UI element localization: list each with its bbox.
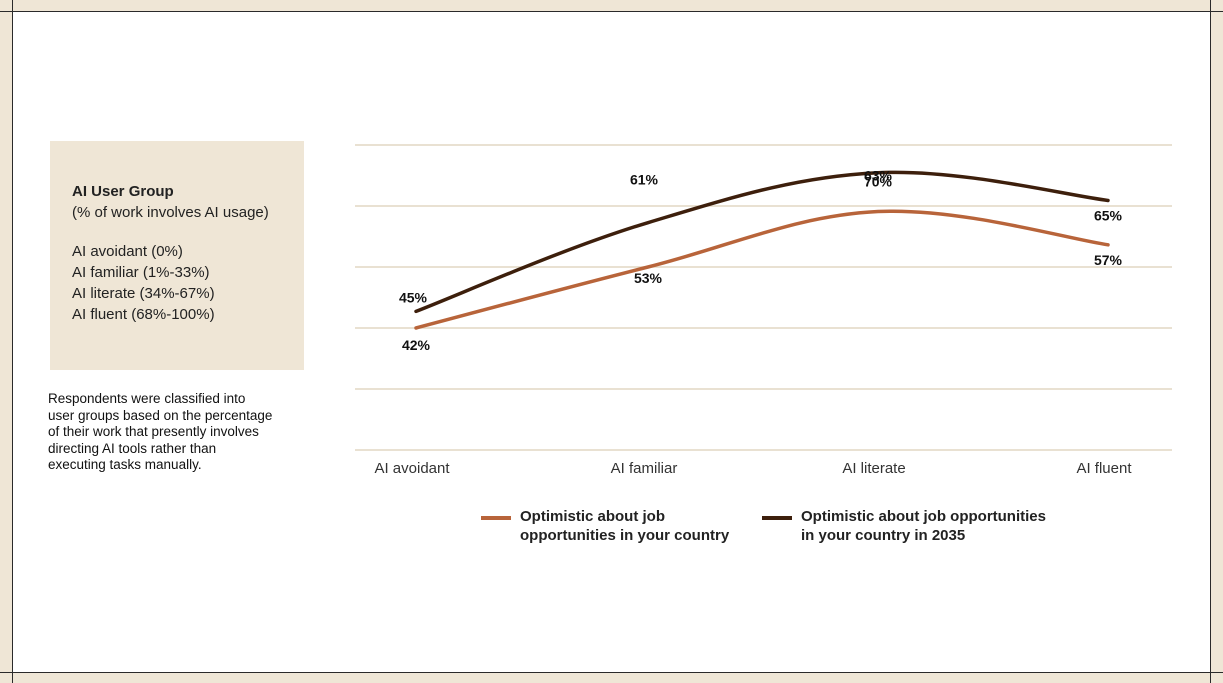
ai-user-group-title: AI User Group — [72, 183, 174, 200]
note-line: user groups based on the percentage — [48, 407, 273, 423]
data-label: 42% — [402, 337, 431, 353]
series-line-2035 — [414, 170, 1110, 314]
legend-label-line: Optimistic about job — [520, 508, 665, 525]
group-item-familiar: AI familiar (1%-33%) — [72, 264, 210, 281]
group-item-fluent: AI fluent (68%-100%) — [72, 306, 215, 323]
legend-item-2035: Optimistic about job opportunities in yo… — [762, 507, 1046, 545]
x-tick-label: AI familiar — [611, 460, 678, 477]
legend-item-current: Optimistic about job opportunities in yo… — [481, 507, 729, 545]
legend-label-line: opportunities in your country — [520, 527, 730, 544]
note-line: of their work that presently involves — [48, 424, 259, 439]
legend-label-current: Optimistic about job opportunities in yo… — [520, 507, 729, 545]
data-label: 53% — [634, 270, 663, 286]
ai-user-group-subtitle: (% of work involves AI usage) — [72, 204, 269, 221]
data-label: 65% — [1094, 207, 1123, 223]
ai-user-group-box: AI User Group (% of work involves AI usa… — [50, 141, 304, 370]
legend-label-line: Optimistic about job opportunities — [801, 508, 1046, 525]
legend-swatch-current — [481, 516, 511, 520]
data-label: 61% — [630, 172, 659, 188]
note-line: directing AI tools rather than — [48, 440, 217, 456]
data-label: 57% — [1094, 252, 1123, 268]
group-item-avoidant: AI avoidant (0%) — [72, 243, 183, 260]
group-item-literate: AI literate (34%-67%) — [72, 285, 215, 302]
data-label: 63% — [864, 168, 893, 184]
series-line-current — [414, 209, 1110, 330]
legend-label-2035: Optimistic about job opportunities in yo… — [801, 507, 1046, 545]
frame-left-line — [12, 0, 13, 683]
legend-label-line: in your country in 2035 — [801, 527, 966, 544]
x-tick-label: AI literate — [842, 460, 905, 477]
frame-top-line — [0, 11, 1223, 12]
legend-swatch-2035 — [762, 516, 792, 520]
x-tick-label: AI avoidant — [374, 460, 450, 477]
methodology-note: Respondents were classified into user gr… — [48, 391, 313, 474]
frame-bottom-line — [0, 672, 1223, 673]
x-tick-label: AI fluent — [1076, 460, 1132, 477]
data-label: 70% — [864, 174, 893, 190]
data-label: 45% — [399, 289, 428, 305]
note-line: Respondents were classified into — [48, 391, 246, 406]
note-line: executing tasks manually. — [48, 457, 202, 472]
frame-right-line — [1210, 0, 1211, 683]
